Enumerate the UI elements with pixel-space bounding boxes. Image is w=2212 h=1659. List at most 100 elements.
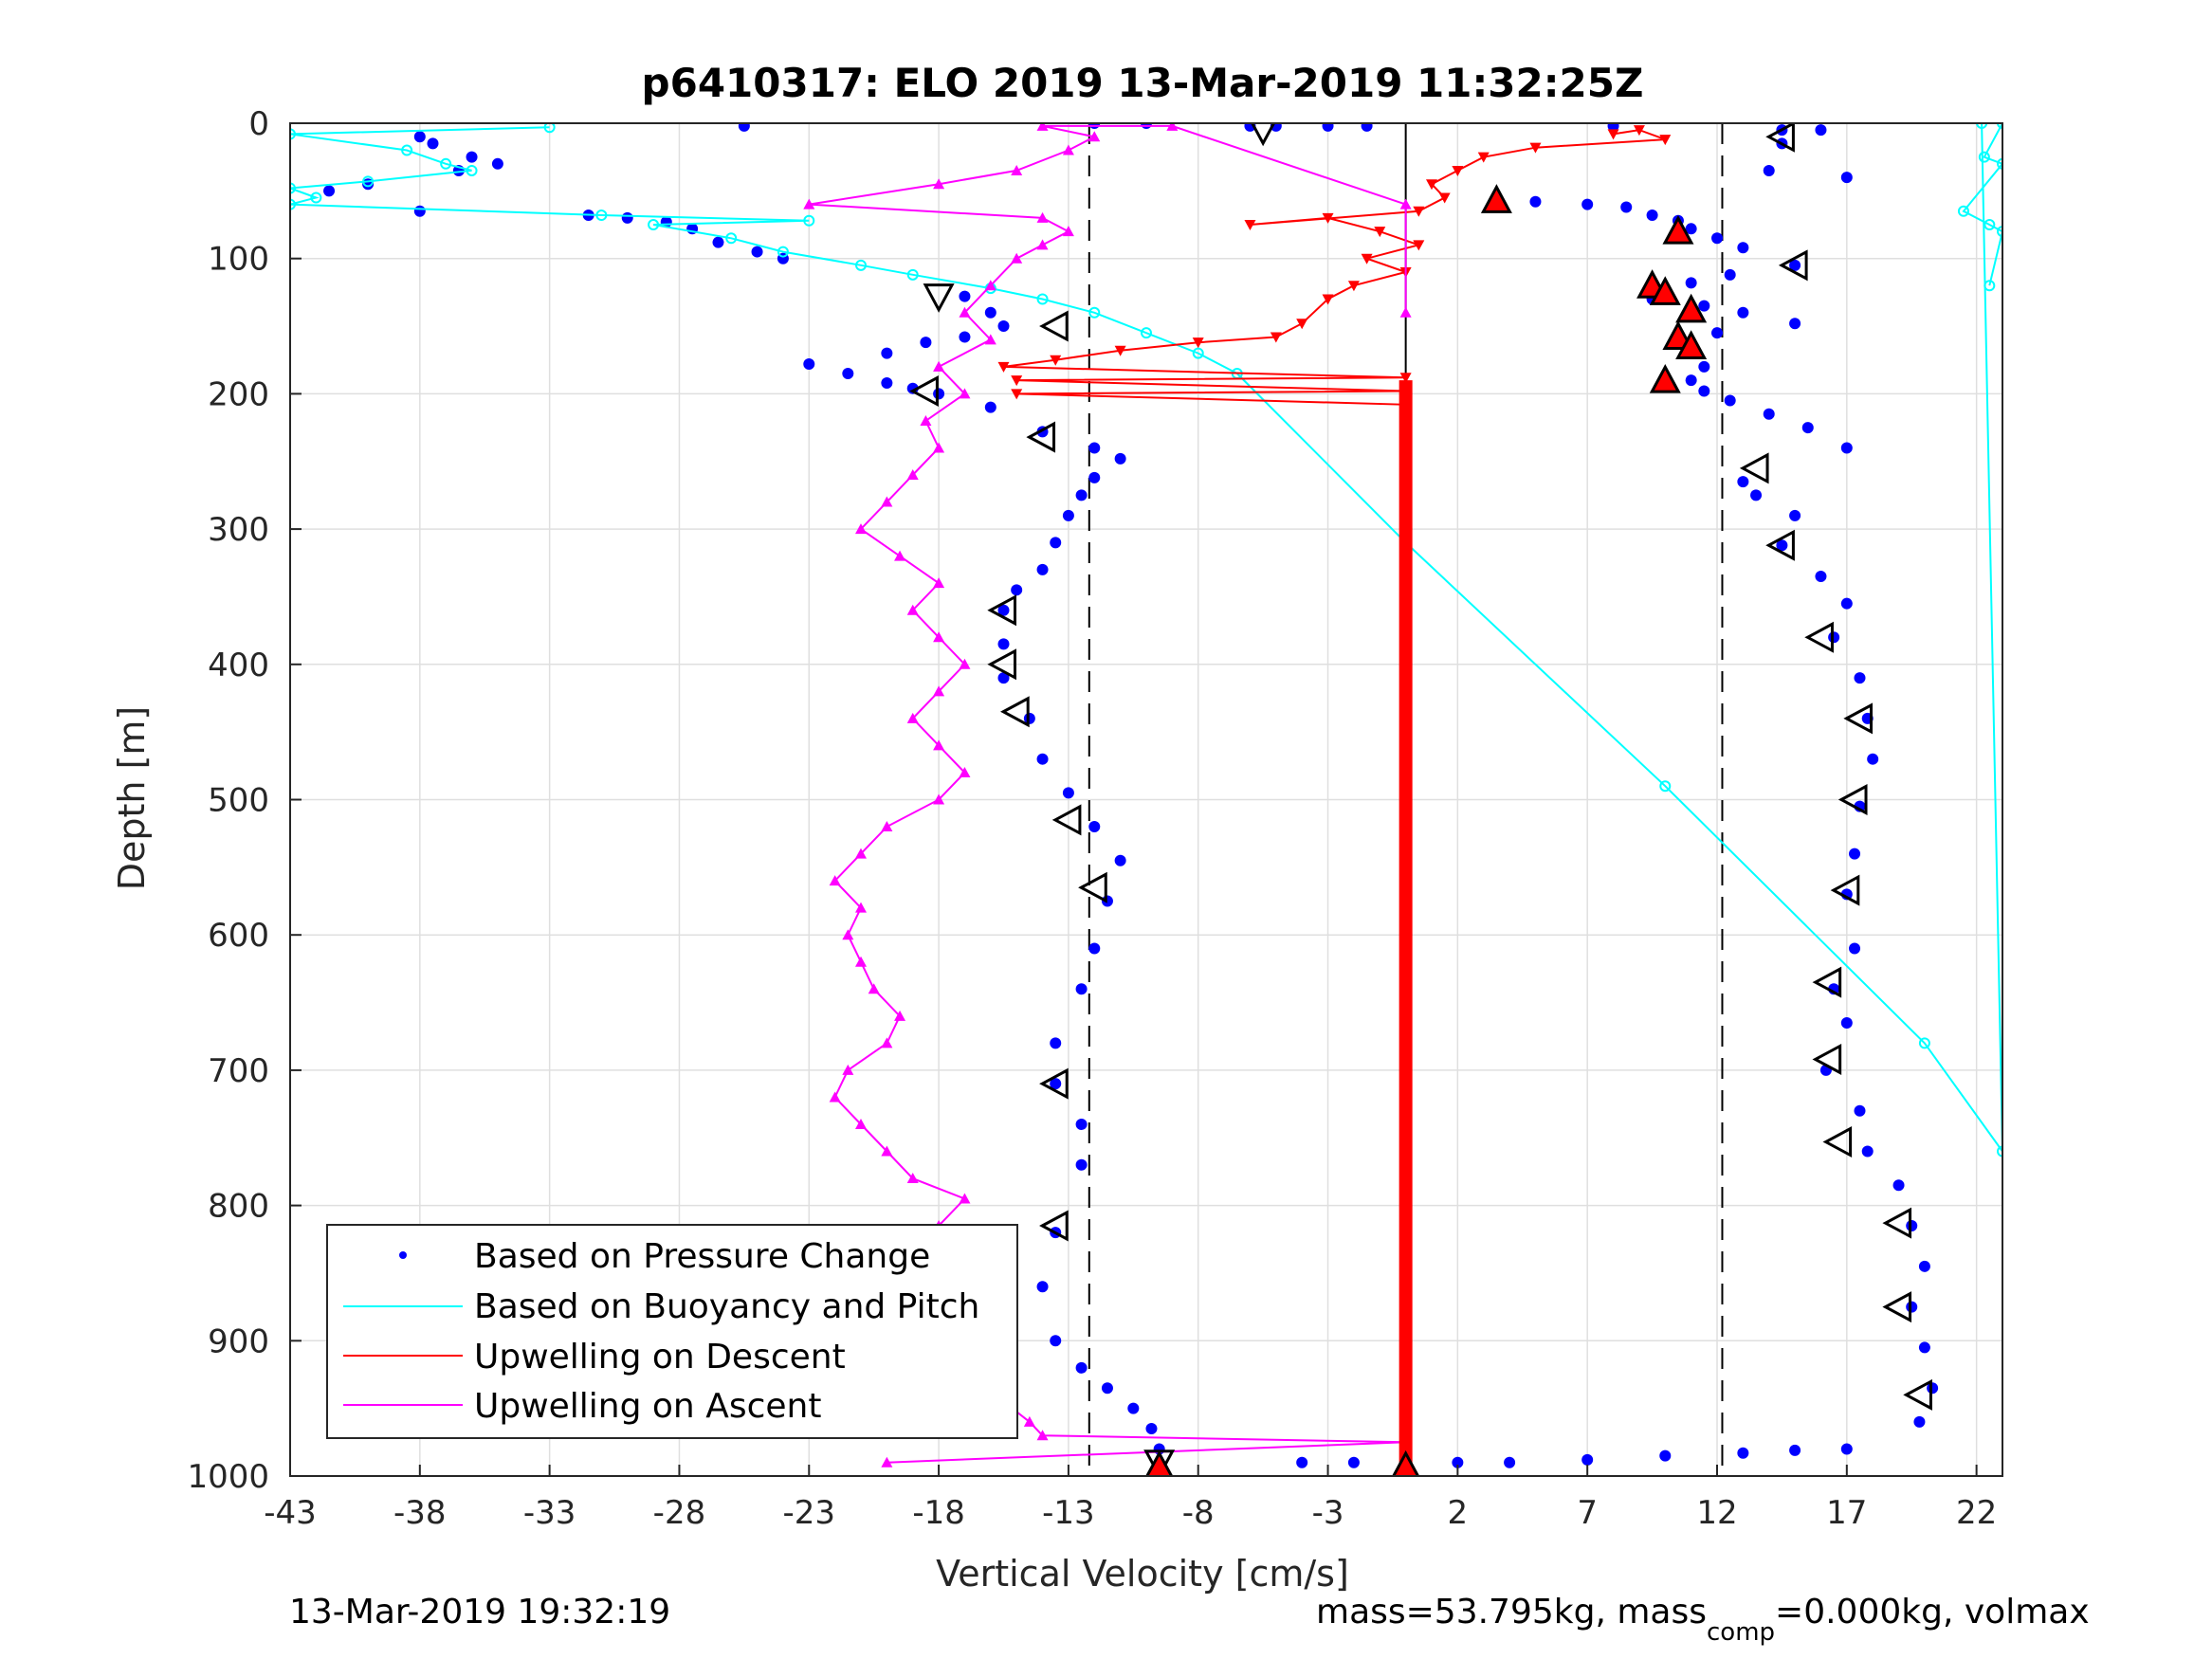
ascent-point: [1023, 1415, 1035, 1427]
pressure-point: [1849, 848, 1861, 860]
pressure-point: [1581, 198, 1594, 210]
buoyancy-point: [648, 219, 660, 231]
ascent-point: [1036, 211, 1049, 223]
buoyancy-point: [906, 268, 919, 281]
left-triangle-marker: [1804, 621, 1834, 653]
ascent-point: [855, 1118, 867, 1129]
ascent-point: [959, 306, 971, 318]
ascent-point: [933, 442, 945, 453]
ascent-point: [1088, 131, 1101, 142]
ascent-point: [829, 875, 841, 886]
ascent-point: [1036, 239, 1049, 250]
legend-swatch-pressure: [399, 1251, 407, 1259]
footer-mass: mass=53.795kg, masscomp=0.000kg, volmax: [1316, 1593, 2090, 1647]
pressure-point: [1750, 489, 1763, 501]
pressure-point: [1840, 1443, 1853, 1455]
buoyancy-point: [1983, 280, 1996, 292]
pressure-point: [1854, 1104, 1866, 1117]
ascent-point: [959, 1193, 971, 1204]
pressure-point: [1789, 509, 1801, 521]
y-tick-label: 300: [208, 511, 269, 549]
buoyancy-point: [1918, 1037, 1930, 1049]
pressure-point: [1776, 539, 1788, 552]
left-triangle-marker: [909, 375, 939, 408]
descent-point: [1011, 375, 1023, 387]
x-tick-label: -3: [1312, 1494, 1344, 1532]
y-tick-label: 100: [208, 241, 269, 279]
descent-point: [1438, 192, 1451, 204]
ascent-point: [803, 198, 815, 210]
up-triangle-marker: [1145, 1449, 1174, 1476]
pressure-point: [842, 367, 854, 379]
descent-point: [1244, 220, 1256, 231]
pressure-point: [1849, 942, 1861, 955]
down-triangle-marker: [1251, 123, 1276, 147]
pressure-point: [1789, 318, 1801, 330]
pressure-point: [1711, 232, 1723, 245]
pressure-point: [959, 290, 971, 302]
buoyancy-point: [1659, 780, 1672, 793]
y-axis-title: Depth [m]: [111, 706, 153, 891]
pressure-point: [712, 236, 724, 248]
ascent-point: [868, 983, 880, 994]
descent-point: [1296, 319, 1308, 330]
ascent-point: [906, 469, 919, 481]
pressure-point: [1036, 753, 1049, 765]
left-triangle-marker: [1039, 1067, 1069, 1100]
ascent-point: [881, 1456, 893, 1468]
x-tick-label: 22: [1956, 1494, 1997, 1532]
ascent-point: [906, 1173, 919, 1184]
pressure-point: [1036, 1281, 1049, 1293]
pressure-point: [1840, 1016, 1853, 1029]
buoyancy-point: [1141, 327, 1152, 339]
y-tick-label: 700: [208, 1052, 269, 1090]
buoyancy-point: [290, 182, 296, 194]
buoyancy-point: [362, 175, 375, 188]
pressure-point: [1347, 1456, 1360, 1468]
pressure-point: [1145, 1423, 1158, 1435]
x-tick-label: 17: [1826, 1494, 1867, 1532]
up-triangle-marker: [1649, 276, 1681, 305]
x-axis-title: Vertical Velocity [cm/s]: [936, 1553, 1349, 1595]
ascent-point: [933, 178, 945, 190]
y-ticks: 0 100 200 300 400 500 600 700 800 900 1000: [187, 105, 302, 1496]
pressure-point: [1906, 1220, 1918, 1232]
pressure-point: [1737, 242, 1749, 254]
up-triangle-marker: [1662, 214, 1694, 245]
buoyancy-point: [1088, 306, 1101, 319]
pressure-point: [1050, 1037, 1062, 1049]
legend-label-buoyancy: Based on Buoyancy and Pitch: [474, 1287, 979, 1326]
ascent-point: [933, 793, 945, 805]
descent-point: [1426, 179, 1437, 191]
left-triangle-marker: [1765, 529, 1795, 561]
descent-point: [1607, 129, 1619, 140]
buoyancy-point: [595, 210, 608, 222]
descent-point: [1452, 165, 1464, 176]
ascent-point: [933, 739, 945, 751]
x-tick-label: -8: [1182, 1494, 1215, 1532]
pressure-point: [413, 131, 426, 143]
left-triangle-marker: [1830, 874, 1860, 906]
ascent-point: [894, 1010, 906, 1021]
left-triangle-marker: [1843, 702, 1873, 735]
pressure-point: [1504, 1456, 1516, 1468]
pressure-point: [1452, 1456, 1464, 1468]
ascent-point: [1011, 252, 1023, 264]
legend-label-pressure: Based on Pressure Change: [474, 1237, 930, 1276]
pressure-point: [1075, 1118, 1088, 1130]
pressure-point: [1659, 1449, 1672, 1462]
pressure-point: [1322, 123, 1334, 132]
pressure-point: [1737, 476, 1749, 488]
left-triangle-marker: [1837, 783, 1868, 816]
pressure-point: [1075, 983, 1088, 995]
ascent-point: [855, 956, 867, 967]
pressure-point: [413, 205, 426, 217]
footer-mass-tail: =0.000kg, volmax: [1775, 1593, 2090, 1632]
pressure-point: [1724, 268, 1736, 281]
buoyancy-point: [440, 157, 452, 170]
buoyancy-point: [1036, 293, 1049, 305]
left-triangle-marker: [1739, 452, 1769, 484]
pressure-point: [984, 306, 996, 319]
y-tick-label: 0: [248, 105, 269, 143]
pressure-point: [1036, 563, 1049, 575]
